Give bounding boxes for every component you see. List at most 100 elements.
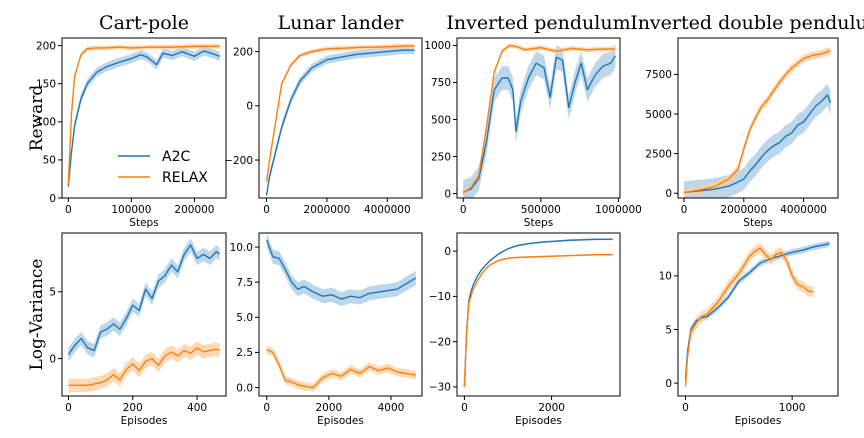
legend-label-relax: RELAX bbox=[162, 170, 208, 186]
x-tick-label: 0 bbox=[460, 204, 467, 216]
y-tick-label: 200 bbox=[233, 46, 253, 58]
series-relax-band bbox=[68, 44, 220, 187]
x-tick-label: 500000 bbox=[521, 204, 561, 216]
series-a2c-band bbox=[266, 233, 416, 307]
y-tick-label: 5 bbox=[665, 324, 672, 336]
y-tick-label: 0 bbox=[49, 193, 56, 205]
y-tick-label: 0 bbox=[444, 188, 451, 200]
series-a2c-line bbox=[463, 238, 613, 387]
x-tick-label: 0 bbox=[461, 402, 468, 414]
y-tick-label: 0 bbox=[665, 378, 672, 390]
plot-area bbox=[265, 43, 415, 198]
y-tick-label: 2.5 bbox=[236, 347, 253, 359]
series-a2c-line bbox=[67, 50, 220, 187]
y-axis-label: Reward bbox=[27, 85, 47, 152]
series-a2c-band bbox=[685, 240, 830, 384]
x-tick-label: 1000 bbox=[779, 402, 806, 414]
series-relax-band bbox=[266, 345, 416, 392]
y-axis-label: Log-Variance bbox=[27, 259, 47, 371]
y-tick-label: 200 bbox=[36, 40, 56, 52]
series-a2c-band bbox=[463, 43, 616, 198]
y-tick-label: 1000 bbox=[424, 40, 451, 52]
y-tick-label: 0 bbox=[49, 353, 56, 365]
plot-area bbox=[67, 238, 221, 392]
x-axis-label: Steps bbox=[743, 217, 772, 229]
x-tick-label: 0 bbox=[681, 204, 688, 216]
panel-3: 0 500000 1000000 0 250 500 750 1000 Inverted pen… bbox=[424, 12, 642, 229]
y-tick-label: 7.5 bbox=[236, 277, 253, 289]
axes-frame bbox=[677, 232, 839, 397]
x-tick-label: 4000000 bbox=[364, 204, 411, 216]
series-relax-line bbox=[462, 44, 616, 194]
x-axis-label: Episodes bbox=[121, 415, 168, 427]
x-tick-label: 4000 bbox=[378, 402, 405, 414]
y-tick-label: 10 bbox=[659, 271, 672, 283]
x-axis-label: Episodes bbox=[735, 415, 782, 427]
axes-frame bbox=[258, 37, 423, 199]
x-tick-label: 2000000 bbox=[304, 204, 351, 216]
series-a2c-band bbox=[464, 238, 613, 388]
x-tick-label: 1000000 bbox=[595, 204, 642, 216]
panel-8: 0 1000 0 5 10 Episodes bbox=[659, 232, 839, 427]
y-tick-label: −20 bbox=[429, 336, 451, 348]
x-axis-label: Steps bbox=[129, 217, 158, 229]
x-axis-label: Episodes bbox=[317, 415, 364, 427]
panel-2: 0 2000000 4000000 −200 0 200 Lunar lander bbox=[224, 12, 423, 216]
series-a2c-line bbox=[462, 55, 616, 193]
panel-title: Inverted pendulum bbox=[446, 12, 630, 34]
y-tick-label: 100 bbox=[36, 117, 56, 129]
series-relax-line bbox=[684, 247, 814, 387]
x-tick-label: 0 bbox=[263, 402, 270, 414]
y-tick-label: 150 bbox=[36, 79, 56, 91]
panel-4: 0 2000000 4000000 0 2500 5000 7500 Inverted dou… bbox=[630, 12, 864, 229]
panel-title: Cart-pole bbox=[99, 12, 189, 34]
y-tick-label: 5.0 bbox=[236, 312, 253, 324]
series-a2c-line bbox=[266, 239, 417, 300]
axes-frame bbox=[456, 37, 621, 199]
plot-area bbox=[683, 46, 832, 198]
axes-frame bbox=[61, 37, 227, 199]
series-relax-line bbox=[463, 254, 613, 387]
y-tick-label: −30 bbox=[429, 382, 451, 394]
axes-frame bbox=[677, 37, 839, 199]
series-a2c-band bbox=[68, 238, 220, 362]
y-tick-label: 500 bbox=[431, 114, 451, 126]
y-tick-label: 0 bbox=[665, 188, 672, 200]
series-relax-line bbox=[683, 50, 831, 194]
x-axis-label: Steps bbox=[524, 217, 553, 229]
x-tick-label: 0 bbox=[263, 204, 270, 216]
series-a2c-line bbox=[67, 244, 221, 355]
y-tick-label: 5000 bbox=[645, 109, 672, 121]
x-tick-label: 0 bbox=[65, 402, 72, 414]
y-tick-label: −10 bbox=[429, 291, 451, 303]
panel-title: Lunar lander bbox=[278, 12, 405, 34]
y-tick-label: 10.0 bbox=[230, 242, 253, 254]
series-relax-band bbox=[266, 43, 415, 184]
x-tick-label: 2000 bbox=[315, 402, 342, 414]
y-tick-label: 250 bbox=[431, 151, 451, 163]
y-tick-label: 750 bbox=[431, 77, 451, 89]
x-tick-label: 100000 bbox=[111, 204, 151, 216]
x-tick-label: 4000000 bbox=[780, 204, 827, 216]
series-relax-line bbox=[265, 45, 415, 182]
x-tick-label: 200000 bbox=[174, 204, 214, 216]
series-a2c-line bbox=[683, 94, 832, 194]
x-tick-label: 0 bbox=[65, 204, 72, 216]
x-tick-label: 0 bbox=[682, 402, 689, 414]
x-tick-label: 2000000 bbox=[720, 204, 767, 216]
plot-area bbox=[67, 44, 220, 192]
legend: A2C RELAX bbox=[118, 149, 208, 186]
series-relax-band bbox=[464, 253, 613, 388]
y-tick-label: 0.0 bbox=[236, 382, 253, 394]
panel-5: 0 200 400 0 5 Episodes Log-Variance bbox=[27, 232, 227, 427]
series-relax-line bbox=[266, 348, 416, 389]
x-tick-label: 200 bbox=[123, 402, 143, 414]
plot-area bbox=[684, 240, 830, 392]
x-tick-label: 400 bbox=[187, 402, 207, 414]
legend-label-a2c: A2C bbox=[162, 149, 190, 165]
y-tick-label: 0 bbox=[444, 246, 451, 258]
axes-frame bbox=[258, 232, 423, 397]
y-tick-label: 5 bbox=[49, 287, 56, 299]
panel-title: Inverted double pendulum bbox=[630, 12, 864, 34]
